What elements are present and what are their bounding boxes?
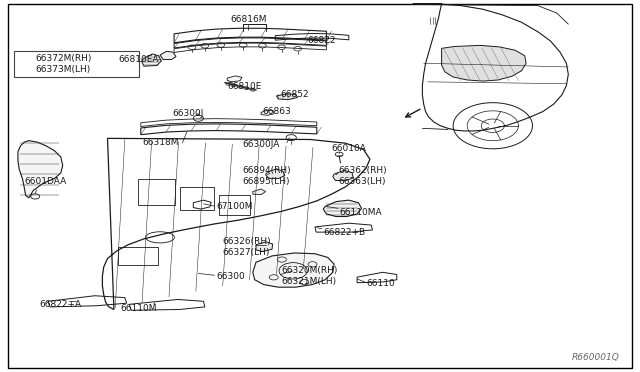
Polygon shape [261,110,274,115]
Text: R660001Q: R660001Q [572,353,620,362]
Text: 66300: 66300 [216,272,245,280]
Text: 66321M(LH): 66321M(LH) [282,277,337,286]
Bar [180,187,214,210]
Polygon shape [253,189,266,195]
Text: 66863: 66863 [262,107,291,116]
Text: 66894(RH): 66894(RH) [242,166,291,175]
Polygon shape [276,94,298,100]
Bar [138,179,175,205]
Polygon shape [266,169,285,179]
Polygon shape [442,45,526,81]
Text: 66300JA: 66300JA [242,140,279,149]
Polygon shape [323,200,362,217]
Text: 66318M: 66318M [142,138,179,147]
Text: 66822+A: 66822+A [40,300,82,309]
Text: 66110M: 66110M [120,304,157,312]
Text: 66363(LH): 66363(LH) [338,177,385,186]
Text: 66372M(RH): 66372M(RH) [35,54,92,63]
Text: 66816M: 66816M [230,15,267,24]
Polygon shape [142,54,161,66]
Text: 66822: 66822 [307,36,336,45]
Polygon shape [253,253,334,287]
Polygon shape [18,141,63,198]
Polygon shape [227,76,242,82]
Text: 66895(LH): 66895(LH) [242,177,289,186]
Text: 66373M(LH): 66373M(LH) [35,65,90,74]
Text: 66852: 66852 [280,90,309,99]
Text: 66810EA: 66810EA [118,55,159,64]
Text: 66110MA: 66110MA [339,208,382,217]
Text: 66300J: 66300J [173,109,204,118]
Bar [14,51,139,77]
Polygon shape [160,51,176,60]
Text: 66362(RH): 66362(RH) [338,166,387,175]
Bar [118,247,158,265]
Text: 6601DAA: 6601DAA [24,177,67,186]
Polygon shape [256,242,273,251]
Polygon shape [333,170,353,181]
Text: 66326(RH): 66326(RH) [223,237,271,246]
Text: 66327(LH): 66327(LH) [223,248,270,257]
Bar [219,195,250,215]
Text: 66320M(RH): 66320M(RH) [282,266,338,275]
Text: 67100M: 67100M [216,202,253,211]
Text: 66810E: 66810E [227,82,262,91]
Text: 66822+B: 66822+B [323,228,365,237]
Text: 66110: 66110 [366,279,395,288]
Text: 66010A: 66010A [332,144,366,153]
